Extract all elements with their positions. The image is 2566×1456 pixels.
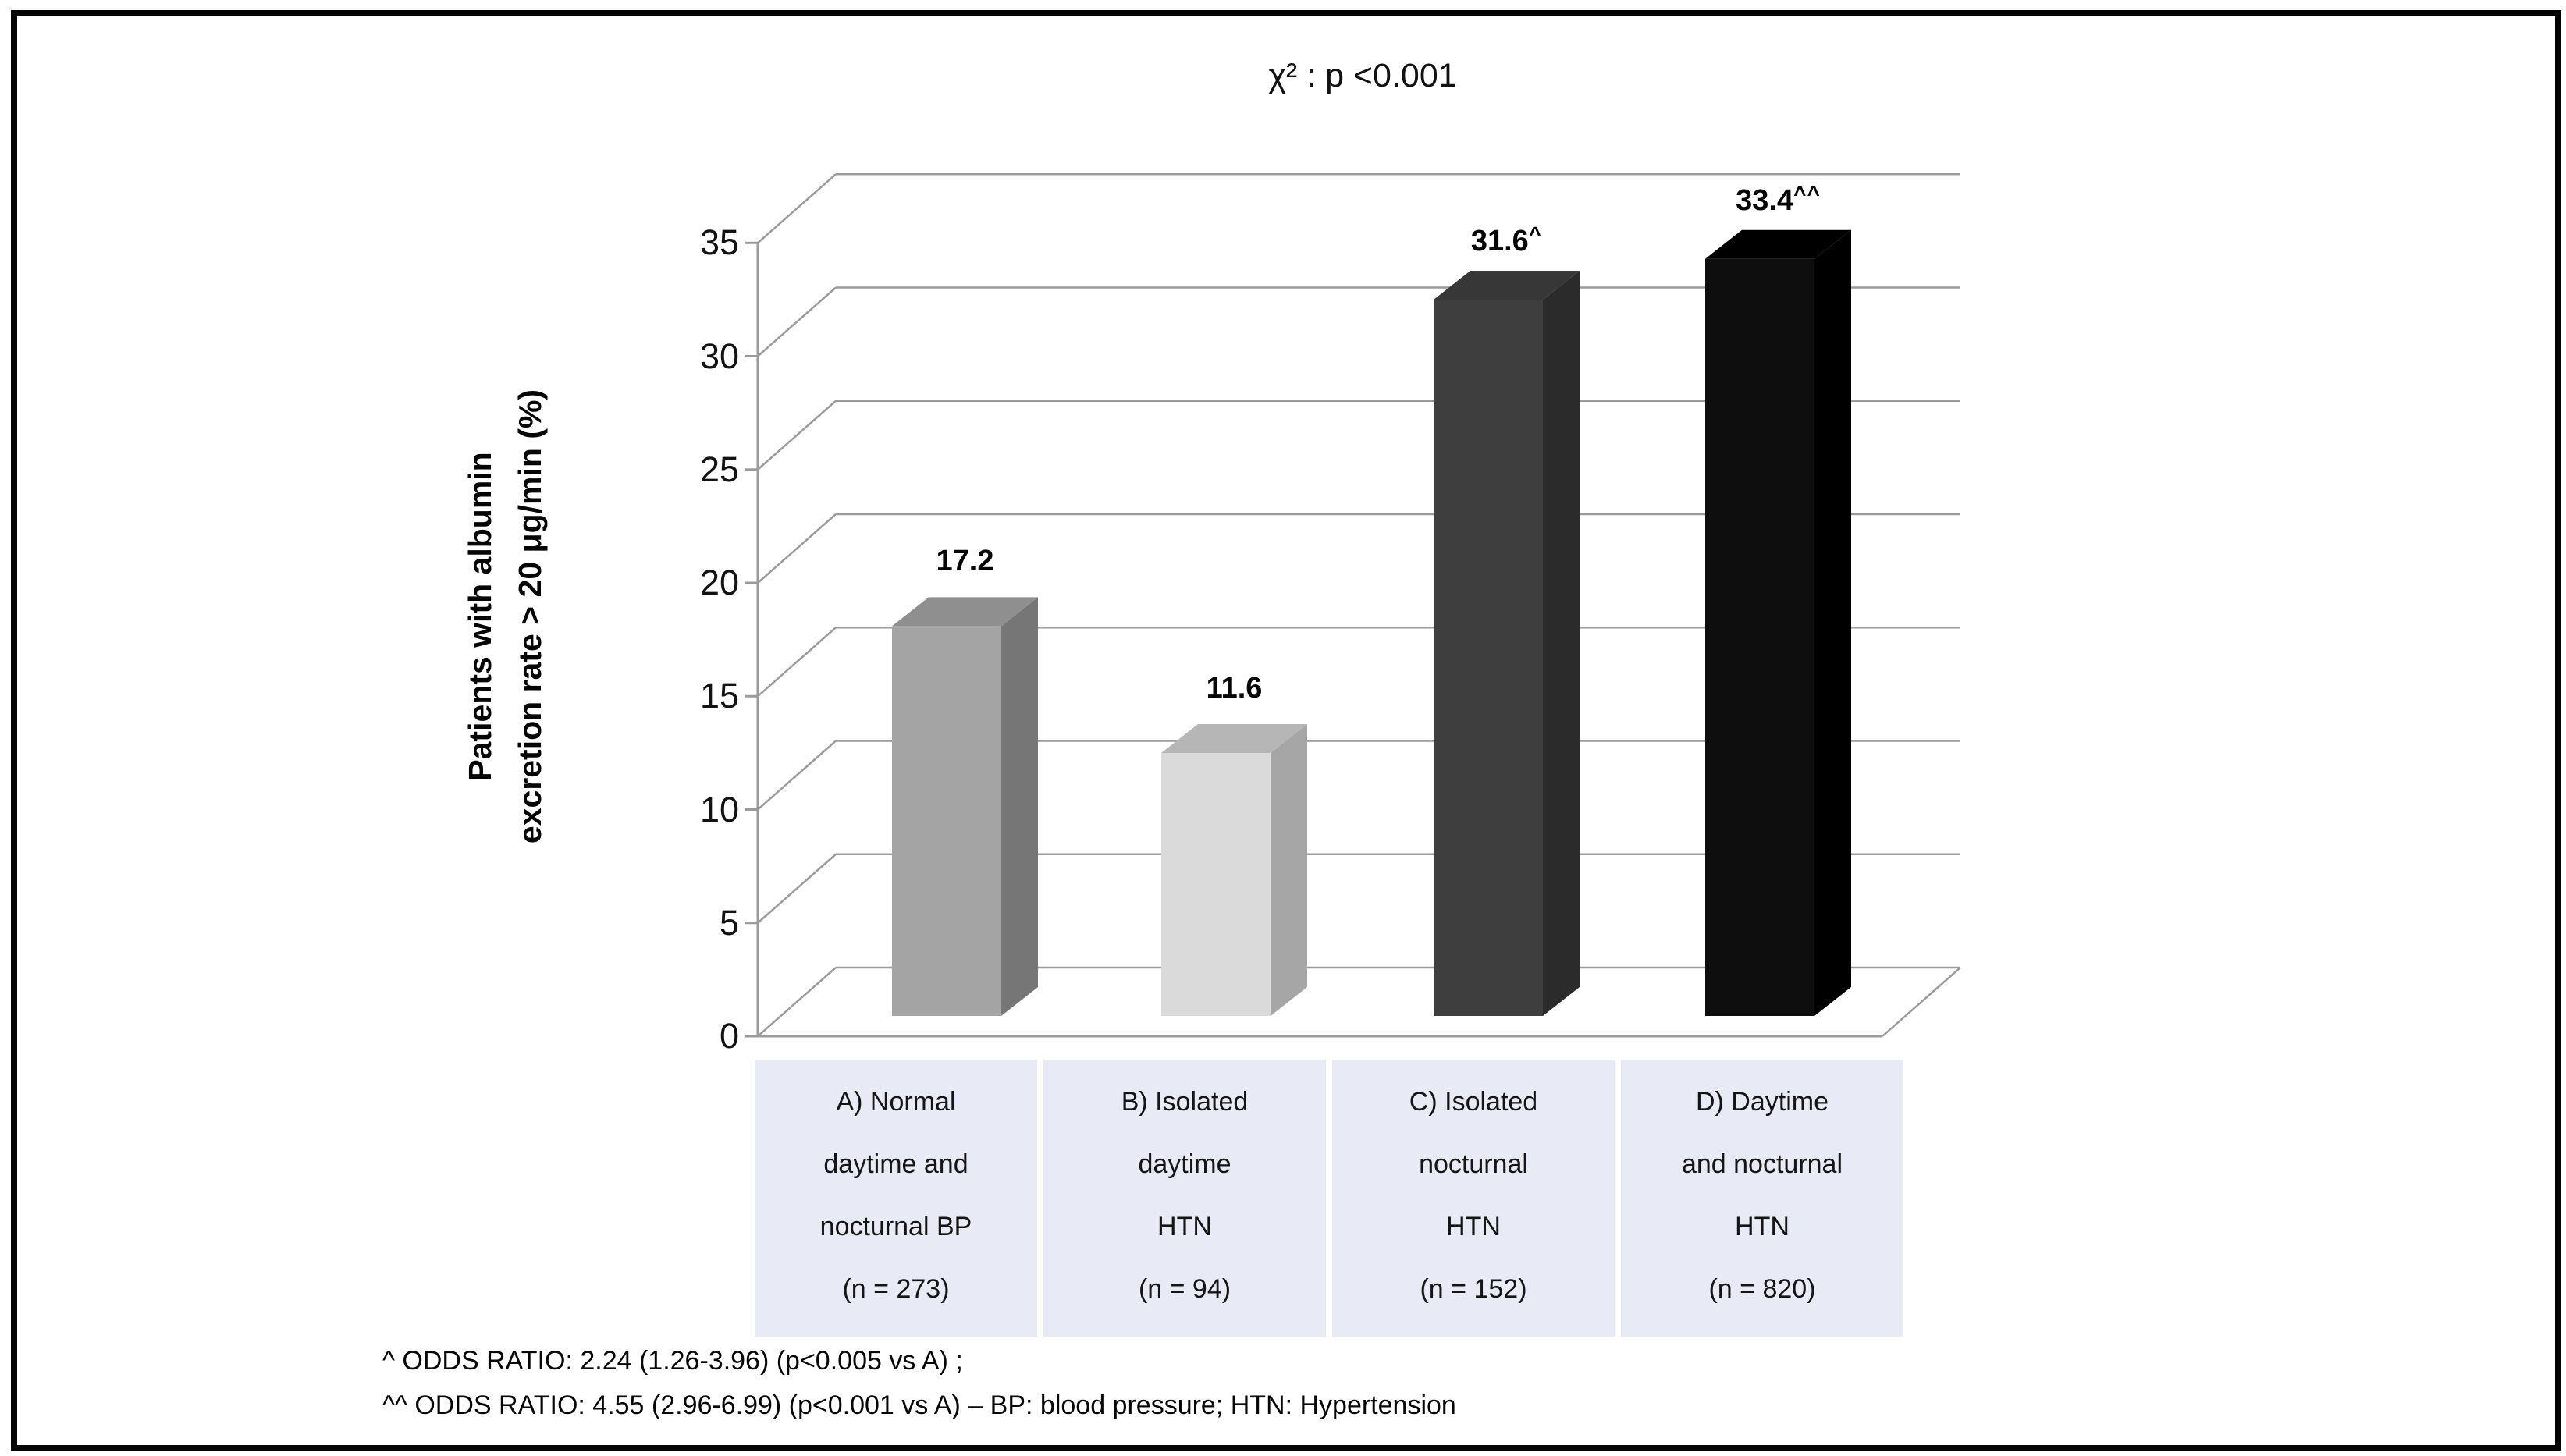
category-label-a: A) Normal daytime and nocturnal BP (n = 273… [755, 1060, 1037, 1337]
bar-front-face [1434, 300, 1543, 1016]
bar-side-face [1543, 271, 1580, 1016]
category-label-line: HTN [1446, 1212, 1501, 1241]
gridline-depth-connector [757, 967, 837, 1037]
bar-value: 31.6 [1470, 225, 1529, 258]
category-label-line: (n = 94) [1138, 1274, 1231, 1304]
bar-side-face [1271, 724, 1307, 1016]
y-axis-tick-label: 35 [699, 222, 739, 263]
gridline-depth-connector [757, 513, 837, 584]
bar-value-superscript: ^ [1528, 222, 1543, 247]
category-label-line: (n = 152) [1420, 1274, 1527, 1304]
bar-top-face [1705, 229, 1851, 259]
gridline-depth-connector [757, 173, 837, 244]
category-label-line: nocturnal [1419, 1149, 1528, 1179]
bar-front-face [892, 626, 1001, 1016]
bar-value: 33.4 [1736, 183, 1794, 217]
bar-side-face [1001, 597, 1038, 1016]
bar-value-label-d: 33.4^^ [1662, 176, 1896, 219]
footnotes: ^ ODDS RATIO: 2.24 (1.26-3.96) (p<0.005 … [382, 1339, 2177, 1428]
category-label-line: HTN [1735, 1212, 1789, 1241]
bar-a [892, 597, 1038, 1016]
category-label-line: daytime and [823, 1149, 968, 1179]
floor-right-edge [1882, 967, 1961, 1037]
y-axis-tick-label: 15 [699, 676, 739, 716]
category-label-line: and nocturnal [1681, 1149, 1843, 1179]
category-label-line: nocturnal BP [819, 1212, 972, 1241]
y-axis-tick-label: 10 [699, 789, 739, 829]
category-label-d: D) Daytime and nocturnal HTN (n = 820) [1621, 1060, 1903, 1337]
bar-value-label-a: 17.2 [848, 542, 1082, 580]
gridline-depth-connector [757, 627, 837, 698]
bar-front-face [1705, 258, 1814, 1017]
y-axis-tick-label: 30 [699, 336, 739, 376]
category-label-line: (n = 820) [1708, 1274, 1816, 1304]
bar-value-superscript: ^^ [1793, 181, 1821, 206]
category-label-line: (n = 273) [842, 1274, 950, 1304]
category-label-line: daytime [1138, 1149, 1231, 1179]
category-label-line: B) Isolated [1121, 1087, 1249, 1117]
bar-top-face [1434, 271, 1580, 300]
y-axis-tick-label: 0 [719, 1016, 739, 1056]
gridline-depth-connector [757, 853, 837, 924]
bar-c [1434, 271, 1580, 1016]
bar-value-label-b: 11.6 [1118, 669, 1352, 707]
bar-side-face [1814, 229, 1851, 1017]
bar-top-face [1161, 724, 1307, 754]
y-axis-tick-label: 20 [699, 563, 739, 602]
category-label-line: D) Daytime [1695, 1087, 1829, 1117]
bar-b [1161, 724, 1307, 1016]
bar-value: 17.2 [936, 545, 994, 578]
category-label-line: HTN [1157, 1212, 1212, 1241]
gridline-depth-connector [757, 740, 837, 811]
bar-front-face [1161, 753, 1271, 1016]
gridline-depth-connector [757, 286, 837, 357]
footnote-odds-ratio-2: ^^ ODDS RATIO: 4.55 (2.96-6.99) (p<0.001… [382, 1390, 1456, 1420]
category-label-line: C) Isolated [1409, 1087, 1538, 1117]
gridline-depth-connector [757, 400, 837, 471]
chart-title: χ² : p <0.001 [1268, 57, 1457, 94]
bar-top-face [892, 597, 1038, 627]
category-label-line: A) Normal [836, 1087, 956, 1117]
y-axis-tick-label: 25 [699, 449, 739, 489]
bar-value-label-c: 31.6^ [1390, 216, 1624, 260]
y-axis-tick-label: 5 [719, 902, 739, 943]
footnote-odds-ratio-1: ^ ODDS RATIO: 2.24 (1.26-3.96) (p<0.005 … [382, 1346, 963, 1376]
bar-d [1705, 229, 1851, 1017]
bar-value: 11.6 [1206, 672, 1263, 705]
category-label-b: B) Isolated daytime HTN (n = 94) [1043, 1060, 1326, 1337]
category-label-c: C) Isolated nocturnal HTN (n = 152) [1332, 1060, 1615, 1337]
